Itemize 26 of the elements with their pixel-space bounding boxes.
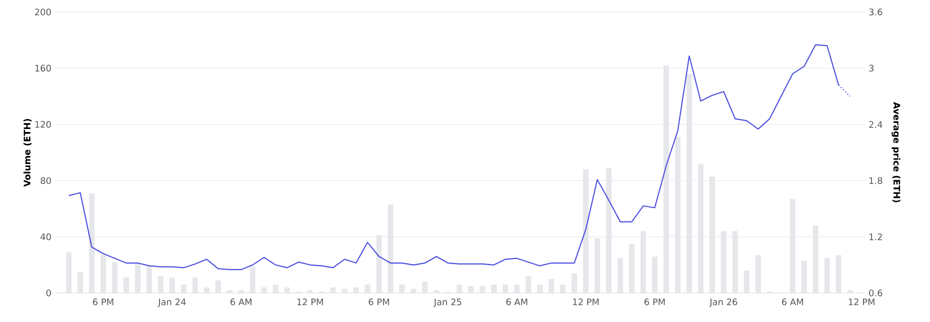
x-tick-label: 6 AM bbox=[506, 298, 528, 306]
x-tick-label: 6 PM bbox=[644, 298, 665, 306]
y2-axis-title: Average price (ETH) bbox=[892, 102, 900, 202]
y2-tick-label: 2.4 bbox=[869, 121, 882, 128]
y2-tick-label: 3.6 bbox=[869, 8, 882, 16]
y-tick-label: 80 bbox=[40, 177, 51, 184]
x-tick-label: Jan 25 bbox=[433, 298, 462, 307]
x-tick-label: Jan 24 bbox=[158, 298, 186, 307]
x-tick-label: 12 PM bbox=[848, 298, 874, 306]
y-tick-label: 200 bbox=[35, 8, 51, 16]
y2-tick-label: 1.8 bbox=[870, 177, 882, 184]
y2-tick-label: 3 bbox=[869, 64, 874, 72]
y-axis-title: Volume (ETH) bbox=[24, 118, 32, 187]
y2-tick-label: 0.6 bbox=[869, 290, 882, 296]
x-tick-label: 6 AM bbox=[782, 298, 803, 306]
y-tick-label: 0 bbox=[46, 290, 51, 296]
x-tick-label: 6 PM bbox=[368, 298, 389, 306]
x-tick-label: 12 PM bbox=[573, 298, 599, 306]
x-tick-label: Jan 26 bbox=[709, 298, 738, 307]
y2-tick-label: 1.2 bbox=[870, 233, 882, 240]
x-tick-label: 12 PM bbox=[297, 298, 323, 306]
y-tick-label: 40 bbox=[40, 233, 51, 240]
y-tick-label: 160 bbox=[35, 64, 51, 72]
x-tick-label: 6 AM bbox=[230, 298, 252, 306]
x-tick-label: 6 PM bbox=[93, 298, 114, 306]
y-tick-label: 120 bbox=[35, 121, 51, 128]
